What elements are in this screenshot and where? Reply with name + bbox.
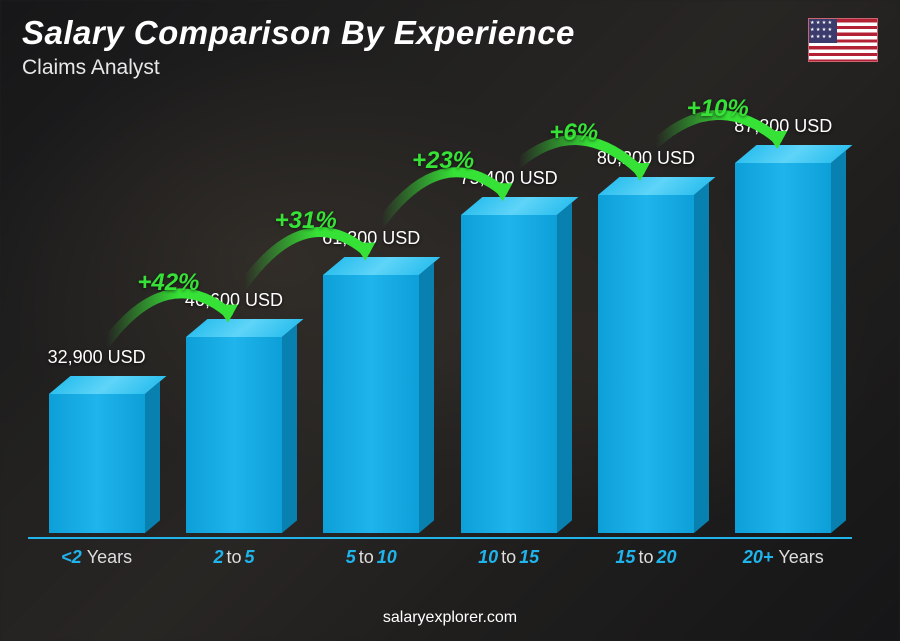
x-tick: 2to5 — [165, 547, 302, 568]
bar-value-label: 87,800 USD — [734, 116, 832, 137]
content-root: Salary Comparison By Experience Claims A… — [0, 0, 900, 641]
bar — [49, 394, 145, 533]
bar — [735, 163, 831, 533]
flag-icon — [808, 18, 878, 62]
page-subtitle: Claims Analyst — [22, 56, 160, 80]
salary-bar-chart: 32,900 USD 46,600 USD 61,300 USD 75,400 USD… — [28, 100, 852, 571]
x-tick: 20+ Years — [715, 547, 852, 568]
x-tick: 10to15 — [440, 547, 577, 568]
bar — [461, 215, 557, 533]
bar — [598, 195, 694, 533]
bar-value-label: 46,600 USD — [185, 290, 283, 311]
x-axis: <2 Years2to55to1010to1515to2020+ Years — [28, 537, 852, 571]
page-title: Salary Comparison By Experience — [22, 14, 575, 52]
bar-value-label: 80,200 USD — [597, 148, 695, 169]
footer-attribution: salaryexplorer.com — [0, 609, 900, 627]
pct-change-label: +6% — [549, 119, 598, 147]
bar — [186, 337, 282, 533]
bar-value-label: 75,400 USD — [460, 168, 558, 189]
x-tick: 15to20 — [577, 547, 714, 568]
bar-value-label: 61,300 USD — [322, 228, 420, 249]
x-tick: 5to10 — [303, 547, 440, 568]
x-tick: <2 Years — [28, 547, 165, 568]
bar — [323, 275, 419, 533]
bar-value-label: 32,900 USD — [48, 347, 146, 368]
